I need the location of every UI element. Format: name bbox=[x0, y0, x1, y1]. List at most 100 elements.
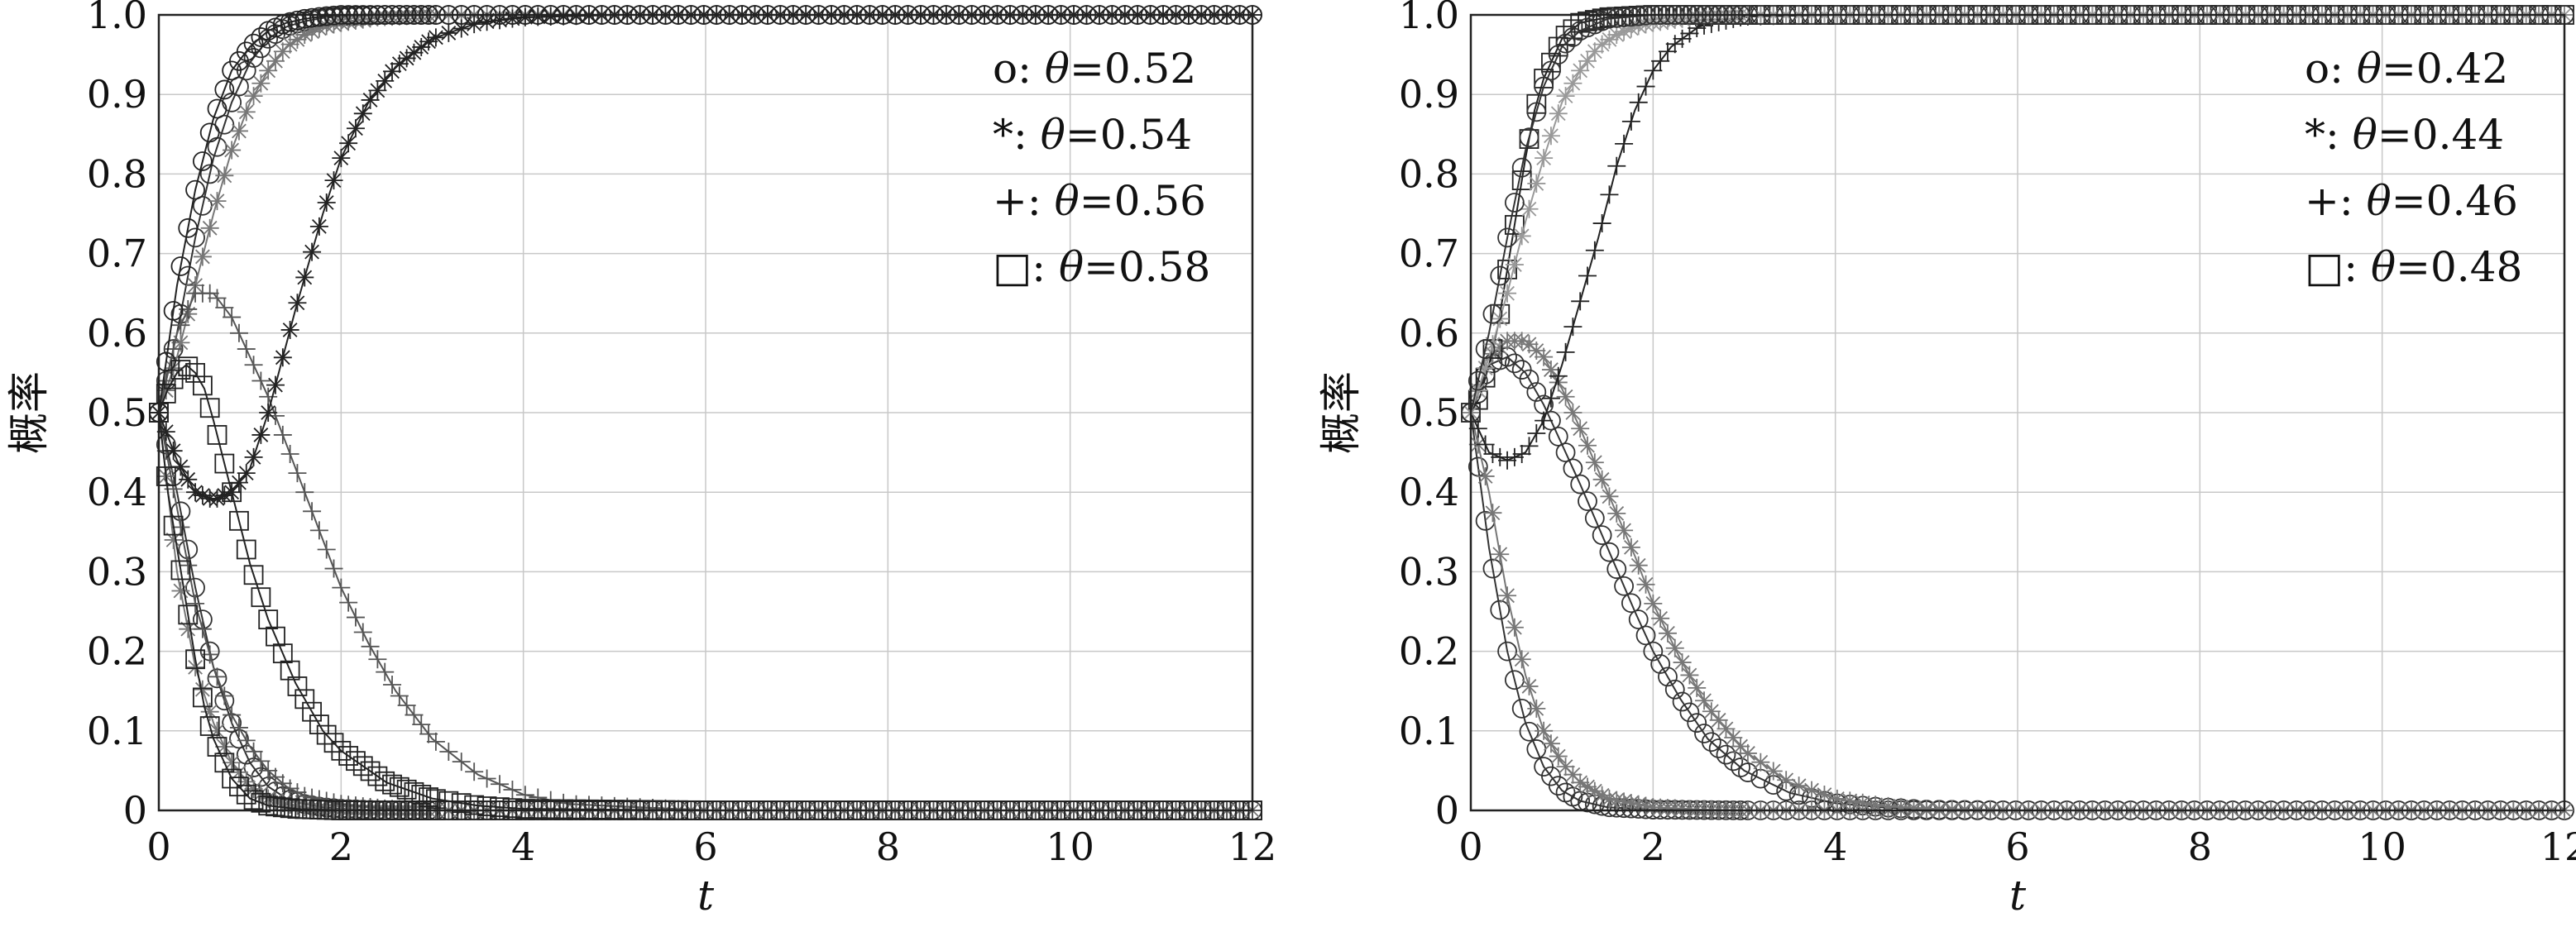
data-point bbox=[171, 581, 190, 600]
y-tick-label: 0.8 bbox=[1399, 151, 1459, 196]
data-point bbox=[1592, 35, 1611, 54]
data-point bbox=[1651, 12, 1670, 31]
data-point bbox=[1512, 445, 1531, 464]
data-point bbox=[273, 774, 292, 793]
data-point bbox=[1777, 771, 1796, 790]
data-point bbox=[215, 299, 234, 318]
data-point bbox=[1563, 765, 1582, 784]
data-point bbox=[1665, 35, 1684, 54]
data-point bbox=[1673, 29, 1692, 48]
data-point bbox=[1578, 436, 1597, 455]
data-point bbox=[208, 489, 227, 508]
y-tick-label: 0.4 bbox=[87, 470, 147, 514]
data-point bbox=[156, 466, 176, 486]
data-point bbox=[303, 502, 322, 521]
data-point bbox=[1658, 42, 1677, 61]
data-point bbox=[309, 7, 329, 27]
data-point bbox=[199, 164, 220, 184]
data-point bbox=[1498, 284, 1517, 303]
data-point bbox=[295, 268, 314, 287]
y-tick-label: 0.5 bbox=[1399, 390, 1459, 435]
x-tick-label: 0 bbox=[146, 824, 170, 869]
data-point bbox=[1600, 185, 1619, 204]
data-point bbox=[229, 323, 248, 342]
data-point bbox=[1534, 76, 1554, 97]
data-point bbox=[1708, 738, 1729, 758]
data-point bbox=[259, 61, 278, 80]
data-point bbox=[251, 27, 271, 47]
data-point bbox=[309, 217, 328, 236]
data-point bbox=[258, 609, 279, 630]
y-axis-label: 概率 bbox=[5, 371, 53, 454]
data-point bbox=[1519, 369, 1539, 389]
data-point bbox=[273, 793, 292, 812]
data-point bbox=[317, 540, 336, 559]
data-point bbox=[1535, 411, 1554, 430]
x-tick-label: 10 bbox=[1046, 824, 1094, 869]
data-point bbox=[1665, 638, 1684, 657]
data-point bbox=[426, 28, 445, 47]
data-point bbox=[346, 751, 366, 772]
data-point bbox=[280, 779, 299, 798]
data-point bbox=[1578, 51, 1597, 70]
data-point bbox=[1490, 265, 1511, 286]
data-point bbox=[1607, 504, 1626, 523]
y-tick-label: 0 bbox=[123, 788, 147, 833]
data-point bbox=[193, 619, 212, 638]
data-point bbox=[541, 7, 560, 26]
data-point bbox=[251, 425, 271, 444]
data-point bbox=[554, 7, 573, 26]
data-point bbox=[288, 783, 307, 802]
data-point bbox=[266, 791, 285, 810]
data-point bbox=[1621, 593, 1641, 614]
y-tick-label: 0.2 bbox=[1399, 629, 1459, 674]
x-tick-label: 10 bbox=[2358, 824, 2406, 869]
data-point bbox=[1549, 104, 1568, 123]
data-point bbox=[1491, 338, 1510, 357]
data-point bbox=[1651, 51, 1670, 70]
data-point bbox=[1468, 370, 1488, 391]
data-point bbox=[1526, 382, 1547, 402]
data-point bbox=[361, 637, 380, 656]
data-point bbox=[295, 26, 314, 45]
data-point bbox=[1520, 437, 1539, 456]
data-point bbox=[439, 23, 458, 42]
data-point bbox=[244, 780, 263, 799]
legend: o: θ=0.42 *: θ=0.44 +: θ=0.46 □: θ=0.48 bbox=[2305, 45, 2522, 291]
data-point bbox=[1592, 786, 1611, 805]
x-tick-label: 12 bbox=[2540, 824, 2576, 869]
data-point bbox=[405, 705, 424, 724]
data-point bbox=[1578, 777, 1597, 796]
data-point bbox=[1571, 292, 1590, 311]
data-point bbox=[323, 733, 344, 753]
y-tick-label: 0.6 bbox=[87, 311, 147, 356]
data-point bbox=[1688, 678, 1707, 697]
data-point bbox=[1497, 259, 1517, 280]
data-point bbox=[302, 7, 322, 28]
data-point bbox=[1607, 791, 1626, 810]
data-point bbox=[1600, 30, 1619, 49]
data-point bbox=[273, 425, 292, 444]
data-point bbox=[1535, 149, 1554, 168]
data-point bbox=[1571, 419, 1590, 438]
data-point bbox=[258, 796, 279, 816]
data-point bbox=[207, 737, 227, 757]
data-point bbox=[1651, 609, 1670, 628]
data-point bbox=[251, 587, 271, 608]
data-point bbox=[1635, 625, 1656, 646]
data-point bbox=[193, 486, 212, 505]
data-point bbox=[389, 776, 409, 797]
data-point bbox=[1476, 435, 1495, 454]
data-point bbox=[1541, 389, 1560, 408]
data-point bbox=[237, 464, 256, 483]
x-tick-label: 12 bbox=[1228, 824, 1277, 869]
y-tick-label: 0.7 bbox=[1399, 232, 1459, 276]
data-point bbox=[1672, 691, 1693, 712]
data-point bbox=[1803, 781, 1822, 800]
data-point bbox=[288, 294, 307, 313]
data-point bbox=[1723, 751, 1744, 772]
data-point bbox=[266, 51, 285, 70]
data-point bbox=[1512, 650, 1531, 669]
data-point bbox=[1629, 556, 1648, 575]
